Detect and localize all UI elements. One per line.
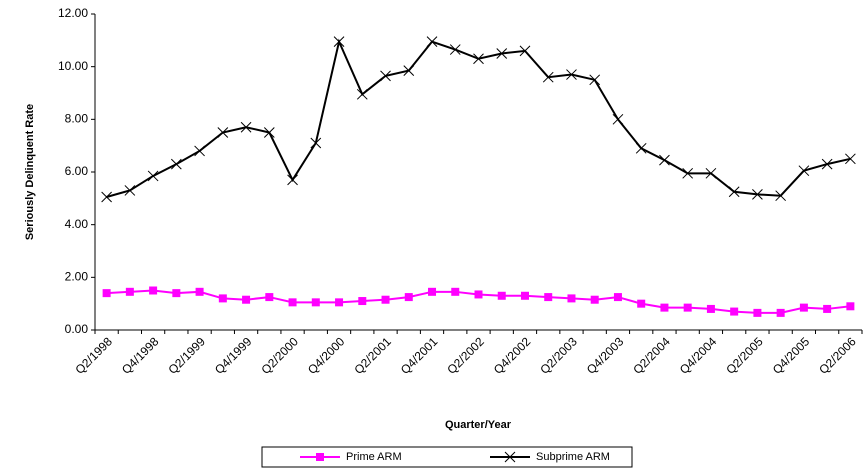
marker [380, 70, 391, 82]
x-tick-label: Q2/2006 [816, 334, 859, 377]
marker [356, 88, 368, 100]
marker [265, 293, 274, 302]
y-axis-title: Seriously Delinquent Rate [24, 104, 36, 240]
marker [426, 36, 438, 48]
marker [775, 190, 787, 202]
marker [381, 295, 390, 304]
x-tick-label: Q4/2001 [398, 334, 441, 377]
marker [705, 167, 717, 179]
marker [149, 286, 158, 295]
marker [287, 174, 298, 186]
marker [102, 289, 111, 298]
legend-label: Subprime ARM [536, 451, 610, 463]
marker [613, 293, 622, 302]
y-tick-label: 12.00 [58, 6, 88, 20]
marker [776, 308, 785, 317]
marker [635, 142, 647, 154]
marker [566, 69, 577, 80]
marker [590, 295, 599, 304]
x-tick-label: Q2/2002 [444, 334, 487, 377]
marker [659, 154, 670, 166]
marker [637, 299, 646, 308]
marker [496, 48, 508, 59]
y-tick-label: 4.00 [65, 217, 89, 231]
marker [846, 302, 855, 311]
y-tick-label: 0.00 [65, 322, 89, 336]
marker [147, 170, 159, 182]
marker [497, 291, 506, 300]
x-tick-label: Q2/2004 [630, 334, 673, 377]
marker [520, 291, 529, 300]
marker [504, 451, 516, 463]
legend-label: Prime ARM [346, 451, 402, 463]
x-tick-label: Q4/2004 [677, 334, 720, 377]
marker [683, 303, 692, 312]
marker [544, 293, 553, 302]
marker [242, 295, 251, 304]
marker [798, 165, 810, 177]
marker [403, 65, 415, 76]
marker [218, 294, 227, 303]
y-tick-label: 10.00 [58, 59, 88, 73]
x-axis-title: Quarter/Year [445, 419, 512, 431]
marker [473, 53, 484, 65]
legend-box [261, 446, 633, 468]
marker [310, 137, 322, 149]
marker [288, 298, 297, 307]
marker [821, 158, 833, 170]
x-tick-label: Q4/1999 [212, 334, 255, 377]
marker [125, 287, 134, 296]
marker [240, 121, 252, 133]
marker [799, 303, 808, 312]
marker [823, 304, 832, 313]
marker [194, 145, 205, 157]
marker [474, 290, 483, 299]
marker [335, 298, 344, 307]
marker [682, 167, 694, 179]
marker [172, 289, 181, 298]
marker [612, 113, 624, 125]
x-tick-label: Q2/2001 [351, 334, 394, 377]
x-tick-label: Q2/1999 [165, 334, 208, 377]
marker [428, 287, 437, 296]
marker [753, 308, 762, 317]
marker [358, 297, 367, 306]
series-line [106, 38, 851, 198]
marker [589, 74, 601, 86]
x-tick-label: Q4/2005 [770, 334, 813, 377]
marker [195, 287, 204, 296]
marker [101, 191, 112, 203]
marker [124, 185, 136, 196]
marker [728, 186, 740, 198]
marker [316, 453, 324, 461]
marker [706, 304, 715, 313]
x-tick-label: Q4/2003 [584, 334, 627, 377]
marker [311, 298, 320, 307]
x-tick-label: Q4/2002 [491, 334, 534, 377]
x-tick-label: Q2/2005 [723, 334, 766, 377]
x-tick-label: Q2/2003 [537, 334, 580, 377]
marker [730, 307, 739, 316]
marker [845, 153, 856, 165]
marker [170, 158, 182, 170]
y-tick-label: 2.00 [65, 270, 89, 284]
marker [217, 127, 229, 138]
marker [449, 44, 461, 55]
x-tick-label: Q2/1998 [73, 334, 116, 377]
x-tick-label: Q2/2000 [258, 334, 301, 377]
marker [519, 45, 531, 57]
marker [263, 127, 275, 138]
y-tick-label: 6.00 [65, 164, 89, 178]
marker [333, 36, 345, 48]
x-tick-label: Q4/2000 [305, 334, 348, 377]
marker [542, 71, 554, 83]
y-tick-label: 8.00 [65, 112, 89, 126]
x-tick-label: Q4/1998 [119, 334, 162, 377]
marker [567, 294, 576, 303]
marker [451, 287, 460, 296]
marker [404, 293, 413, 302]
marker [660, 303, 669, 312]
marker [752, 189, 763, 200]
